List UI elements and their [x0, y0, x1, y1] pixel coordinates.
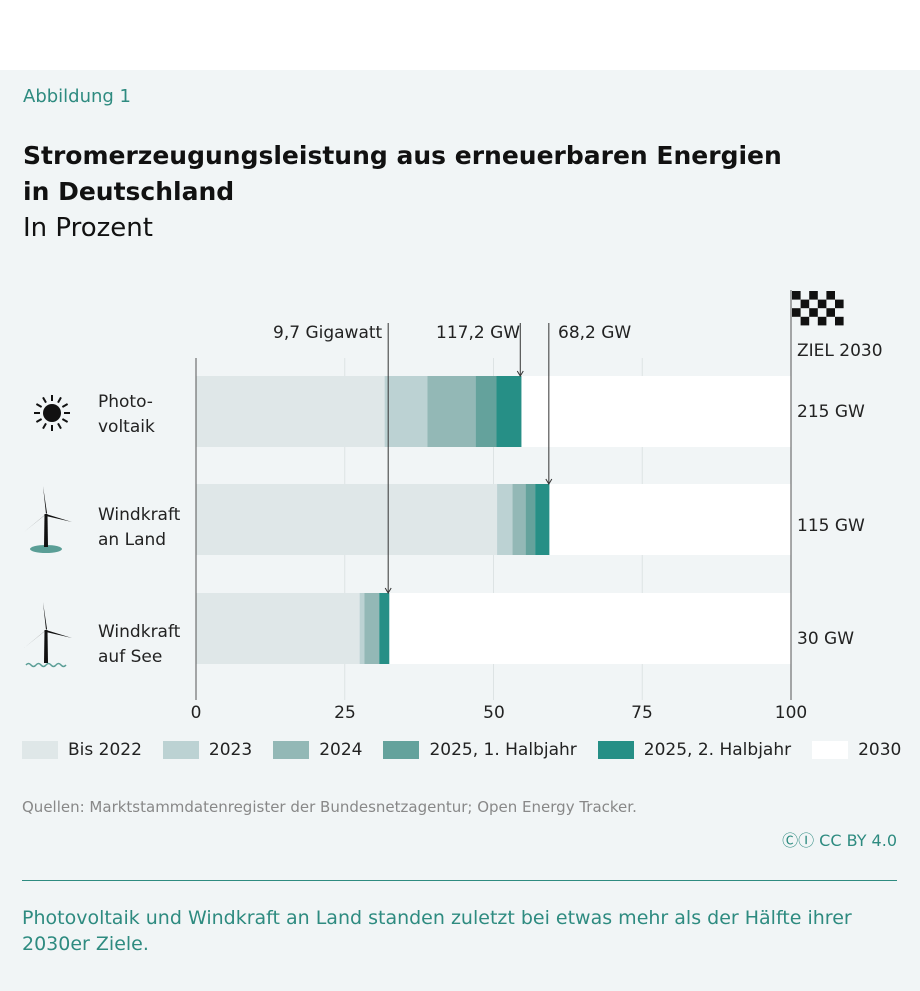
- x-tick-label: 50: [483, 703, 505, 723]
- bar-segment: [521, 376, 791, 447]
- legend-swatch: [812, 741, 849, 759]
- x-tick-label: 0: [190, 703, 202, 723]
- legend-swatch: [383, 741, 420, 759]
- target-value-wind-land: 115 GW: [797, 516, 865, 536]
- bar-segment: [496, 376, 522, 447]
- bar-segment: [512, 484, 526, 555]
- target-value-pv: 215 GW: [797, 402, 865, 422]
- bar-segment: [384, 376, 428, 447]
- legend-item: 2024: [273, 740, 362, 760]
- x-tick-label: 100: [774, 703, 808, 723]
- legend-swatch: [597, 741, 634, 759]
- legend-item: 2030: [812, 740, 901, 760]
- bar-segment: [525, 484, 536, 555]
- category-label-wind-sea: Windkraft auf See: [98, 622, 181, 667]
- legend-swatch: [162, 741, 199, 759]
- cc-icon: ⒸⒾ: [782, 831, 820, 850]
- legend-item: 2025, 2. Halbjahr: [597, 740, 791, 760]
- title-line-1: Stromerzeugungsleistung aus erneuerbaren…: [23, 141, 782, 170]
- sun-icon: [34, 395, 70, 431]
- annotation-wind-land: 68,2 GW: [558, 323, 632, 343]
- target-label: ZIEL 2030: [797, 341, 883, 361]
- bar-segment: [196, 593, 360, 664]
- arrowhead-icon: [384, 587, 392, 594]
- legend-item: Bis 2022: [22, 740, 142, 760]
- license: ⒸⒾ CC BY 4.0: [782, 831, 897, 850]
- checkered-flag-icon: [792, 291, 844, 326]
- bar-segment: [497, 484, 513, 555]
- bar-segment: [475, 376, 497, 447]
- legend-swatch: [273, 741, 310, 759]
- offshore-wind-turbine-icon: [24, 602, 72, 668]
- chart-title: Stromerzeugungsleistung aus erneuerbaren…: [23, 138, 782, 210]
- x-tick-label: 75: [631, 703, 653, 723]
- bar-segment: [359, 593, 365, 664]
- bar-segment: [389, 593, 791, 664]
- figure-kicker: Abbildung 1: [23, 86, 132, 107]
- annotation-pv: 117,2 GW: [436, 323, 521, 343]
- category-label-wind-land: Windkraft an Land: [98, 505, 181, 550]
- x-tick-label: 25: [334, 703, 356, 723]
- arrowhead-icon: [516, 370, 524, 377]
- annotation-offshore: 9,7 Gigawatt: [273, 323, 383, 343]
- target-value-wind-sea: 30 GW: [797, 629, 855, 649]
- bar-segment: [364, 593, 380, 664]
- bar-segment: [427, 376, 476, 447]
- chart-subtitle: In Prozent: [23, 213, 153, 243]
- bar-segment: [379, 593, 390, 664]
- bar-segment: [196, 484, 498, 555]
- legend: Bis 2022 2023 2024 2025, 1. Halbjahr 202…: [22, 740, 920, 760]
- wind-turbine-icon: [24, 486, 72, 553]
- divider: [22, 880, 897, 881]
- arrowhead-icon: [545, 478, 553, 485]
- legend-item: 2023: [162, 740, 252, 760]
- bar-segment: [196, 376, 385, 447]
- bar-segment: [549, 484, 791, 555]
- category-label-photovoltaik: Photo-voltaik: [98, 392, 155, 437]
- legend-swatch: [22, 741, 58, 759]
- caption: Photovoltaik und Windkraft an Land stand…: [22, 907, 852, 955]
- legend-item: 2025, 1. Halbjahr: [383, 740, 577, 760]
- title-line-2: in Deutschland: [23, 177, 235, 206]
- source-note: Quellen: Marktstammdatenregister der Bun…: [22, 798, 637, 816]
- bar-segment: [535, 484, 550, 555]
